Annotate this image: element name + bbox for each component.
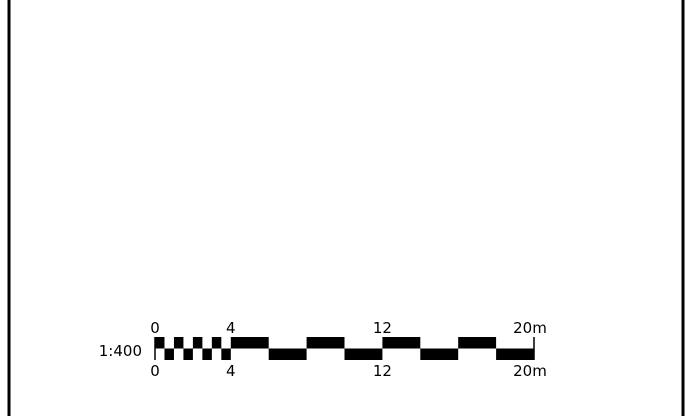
- scale-bar-block: [344, 348, 383, 360]
- scale-checker-block: [155, 337, 165, 349]
- scale-bar-block: [230, 337, 269, 349]
- scale-checker-block: [183, 348, 193, 360]
- scale-bar-block: [496, 348, 534, 360]
- scale-checker-block: [192, 337, 203, 349]
- scale-tick-label-top: 20m: [513, 319, 547, 337]
- scale-tick-label-top: 0: [150, 319, 160, 337]
- scale-tick-label-bottom: 12: [373, 362, 392, 380]
- scale-ratio-label: 1:400: [99, 342, 142, 360]
- scale-checker-block: [202, 348, 212, 360]
- scale-checker-block: [211, 337, 222, 349]
- scale-bar-block: [382, 337, 421, 349]
- scale-bar-block: [306, 337, 345, 349]
- scale-tick-labels: 0 0 4 4 12 12 20m 20m: [150, 319, 547, 380]
- scale-checker-block: [164, 348, 174, 360]
- scale-tick-label-top: 4: [226, 319, 236, 337]
- scale-tick-label-top: 12: [373, 319, 392, 337]
- scale-tick-label-bottom: 4: [226, 362, 236, 380]
- scale-bar-block: [458, 337, 497, 349]
- scale-bar-block: [420, 348, 459, 360]
- scale-checker-block: [221, 348, 231, 360]
- scale-bar-block: [268, 348, 307, 360]
- scale-bar: 1:400 0 0 4 4 12 12 20m 20m: [99, 319, 547, 380]
- scale-checker-block: [173, 337, 184, 349]
- scale-bar-blocks: [154, 337, 535, 360]
- scale-tick-label-bottom: 0: [150, 362, 160, 380]
- scale-tick-label-bottom: 20m: [513, 362, 547, 380]
